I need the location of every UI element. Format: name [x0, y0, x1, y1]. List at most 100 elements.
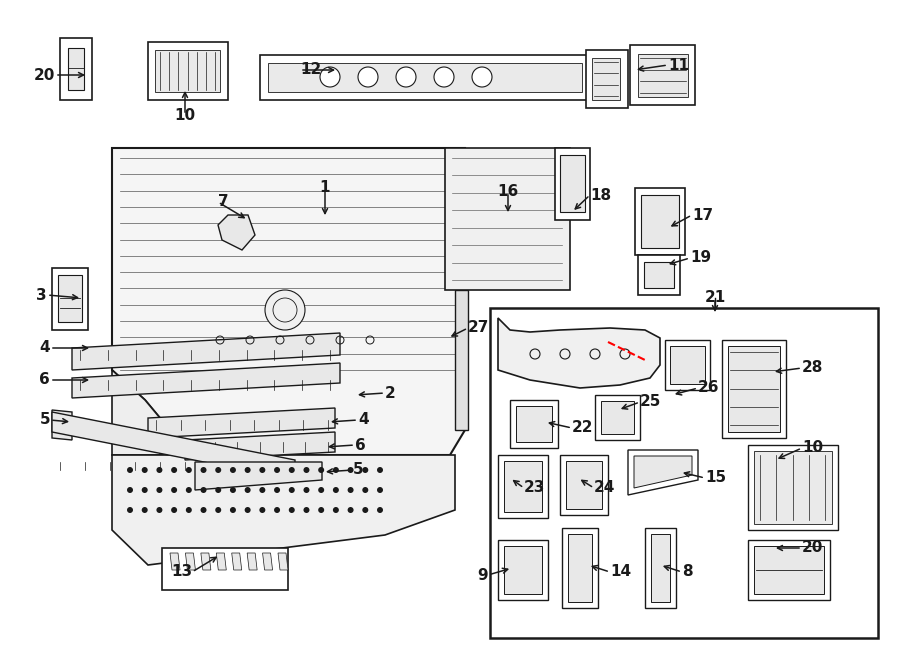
- Text: 26: 26: [698, 381, 719, 395]
- Circle shape: [363, 467, 368, 473]
- Circle shape: [273, 298, 297, 322]
- Polygon shape: [170, 553, 180, 570]
- Polygon shape: [52, 268, 88, 330]
- Circle shape: [289, 467, 295, 473]
- Circle shape: [157, 507, 162, 513]
- Polygon shape: [155, 50, 220, 92]
- Circle shape: [245, 467, 250, 473]
- Circle shape: [377, 467, 383, 473]
- Polygon shape: [638, 54, 688, 97]
- Polygon shape: [562, 528, 598, 608]
- Text: 7: 7: [218, 195, 229, 209]
- Polygon shape: [112, 370, 160, 455]
- Polygon shape: [498, 455, 548, 518]
- Text: 20: 20: [33, 68, 55, 83]
- Text: 12: 12: [300, 62, 321, 77]
- Text: 11: 11: [668, 58, 689, 73]
- Polygon shape: [263, 553, 273, 570]
- Polygon shape: [60, 38, 92, 100]
- Circle shape: [171, 467, 177, 473]
- Circle shape: [127, 487, 133, 493]
- Circle shape: [333, 507, 339, 513]
- Polygon shape: [560, 155, 585, 212]
- Circle shape: [141, 487, 148, 493]
- Polygon shape: [645, 528, 676, 608]
- Text: 5: 5: [40, 412, 50, 428]
- Polygon shape: [641, 195, 679, 248]
- Polygon shape: [58, 275, 82, 322]
- Text: 2: 2: [385, 385, 396, 401]
- Polygon shape: [644, 262, 674, 288]
- Polygon shape: [634, 456, 692, 488]
- Circle shape: [201, 487, 206, 493]
- Text: 6: 6: [355, 438, 365, 453]
- Polygon shape: [445, 148, 570, 290]
- Polygon shape: [72, 333, 340, 370]
- Polygon shape: [52, 412, 295, 480]
- Circle shape: [333, 487, 339, 493]
- Bar: [490, 308, 878, 638]
- Circle shape: [396, 67, 416, 87]
- Polygon shape: [555, 148, 590, 220]
- Circle shape: [320, 67, 340, 87]
- Polygon shape: [72, 363, 340, 398]
- Text: 22: 22: [572, 420, 593, 436]
- Circle shape: [363, 487, 368, 493]
- Polygon shape: [216, 553, 226, 570]
- Text: 1: 1: [320, 181, 330, 195]
- Text: 27: 27: [468, 320, 490, 336]
- Circle shape: [289, 487, 295, 493]
- Circle shape: [472, 67, 492, 87]
- Polygon shape: [670, 346, 705, 384]
- Polygon shape: [754, 546, 824, 594]
- Circle shape: [274, 507, 280, 513]
- Polygon shape: [162, 548, 288, 590]
- Text: 4: 4: [40, 340, 50, 355]
- Text: 4: 4: [358, 412, 369, 428]
- Polygon shape: [748, 445, 838, 530]
- Circle shape: [127, 507, 133, 513]
- Circle shape: [141, 467, 148, 473]
- Circle shape: [171, 507, 177, 513]
- Polygon shape: [68, 48, 84, 90]
- Circle shape: [245, 507, 250, 513]
- Polygon shape: [52, 410, 72, 440]
- Text: 24: 24: [594, 481, 616, 495]
- Circle shape: [157, 487, 162, 493]
- Polygon shape: [568, 534, 592, 602]
- Circle shape: [215, 507, 221, 513]
- Circle shape: [347, 507, 354, 513]
- Polygon shape: [498, 540, 548, 600]
- Circle shape: [303, 467, 310, 473]
- Circle shape: [245, 487, 250, 493]
- Polygon shape: [148, 42, 228, 100]
- Circle shape: [333, 467, 339, 473]
- Circle shape: [127, 467, 133, 473]
- Polygon shape: [504, 461, 542, 512]
- Polygon shape: [592, 58, 620, 100]
- Circle shape: [319, 467, 324, 473]
- Polygon shape: [566, 461, 602, 509]
- Polygon shape: [630, 45, 695, 105]
- Polygon shape: [260, 55, 590, 100]
- Polygon shape: [586, 50, 628, 108]
- Text: 9: 9: [477, 567, 488, 583]
- Circle shape: [289, 507, 295, 513]
- Circle shape: [215, 467, 221, 473]
- Circle shape: [347, 487, 354, 493]
- Circle shape: [185, 487, 192, 493]
- Polygon shape: [560, 455, 608, 515]
- Polygon shape: [754, 451, 832, 524]
- Text: 23: 23: [524, 481, 545, 495]
- Text: 28: 28: [802, 361, 824, 375]
- Text: 5: 5: [353, 463, 364, 477]
- Polygon shape: [231, 553, 242, 570]
- Circle shape: [201, 507, 206, 513]
- Circle shape: [319, 487, 324, 493]
- Circle shape: [363, 507, 368, 513]
- Polygon shape: [638, 255, 680, 295]
- Circle shape: [185, 467, 192, 473]
- Circle shape: [434, 67, 454, 87]
- Circle shape: [157, 467, 162, 473]
- Circle shape: [377, 487, 383, 493]
